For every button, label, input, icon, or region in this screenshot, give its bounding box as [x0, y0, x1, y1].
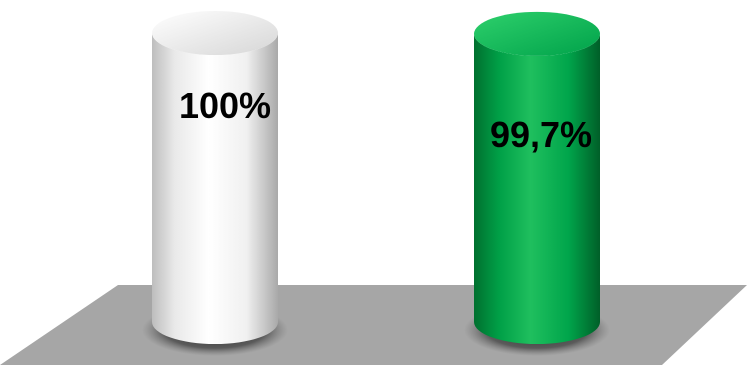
chart-floor	[0, 285, 747, 365]
bar-1-top	[152, 11, 278, 55]
bar-2	[474, 33, 600, 344]
bar-2-top	[474, 11, 600, 56]
data-label-2: 99,7%	[490, 114, 592, 155]
data-labels-group: 100% 99,7%	[179, 85, 592, 155]
bar-1	[152, 33, 278, 344]
data-label-1: 100%	[179, 85, 271, 126]
bars-group	[142, 11, 610, 356]
